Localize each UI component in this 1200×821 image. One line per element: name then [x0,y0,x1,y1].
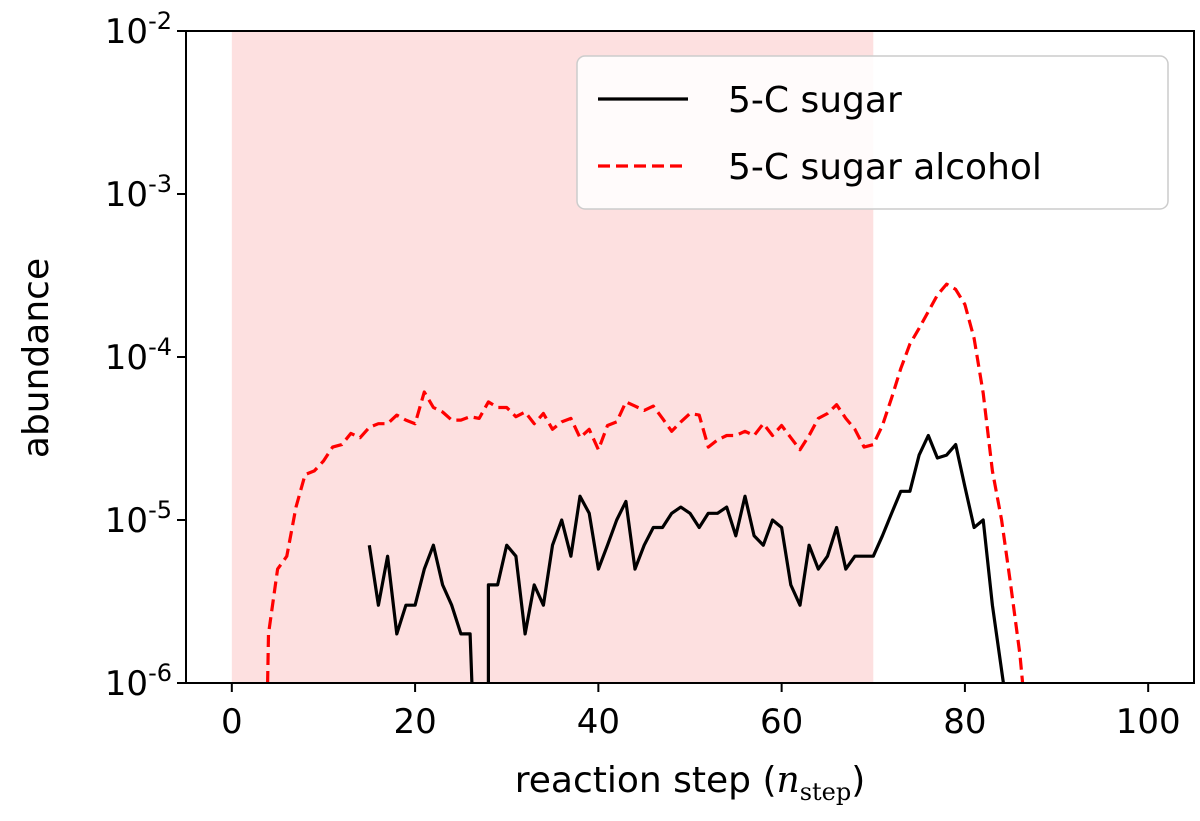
x-axis-label-var: n [777,760,800,801]
x-tick-label: 20 [393,702,436,742]
legend-box [576,55,1169,210]
x-tick-label: 40 [577,702,620,742]
series-layer [266,282,1025,683]
x-axis-label-close: ) [851,760,865,801]
x-tick-label: 0 [221,702,243,742]
y-tick-label: 10-3 [105,170,172,215]
y-tick-label: 10-2 [105,7,172,52]
series-line-sugar-seg0 [367,543,474,683]
x-axis-label-text: reaction step ( [515,760,777,801]
y-axis-label: abundance [16,258,57,458]
x-tick-label: 60 [760,702,803,742]
x-tick-label: 100 [1116,702,1181,742]
series-line-sugar-alcohol-seg0 [266,282,1025,683]
legend: 5-C sugar 5-C sugar alcohol [576,55,1169,210]
y-tick-label: 10-4 [105,333,172,378]
y-tick-label: 10-6 [105,659,172,704]
legend-label-sugar: 5-C sugar [728,80,902,121]
legend-label-sugar-alcohol: 5-C sugar alcohol [728,147,1042,188]
y-tick-label: 10-5 [105,496,172,541]
x-axis: 0 20 40 60 80 100 [221,683,1181,742]
x-tick-label: 80 [943,702,986,742]
y-axis: 10-6 10-5 10-4 10-3 10-2 [105,7,186,704]
x-axis-label: reaction step (nstep) [515,760,866,806]
x-axis-label-sub: step [800,778,852,806]
series-line-sugar-seg1 [486,433,1005,683]
